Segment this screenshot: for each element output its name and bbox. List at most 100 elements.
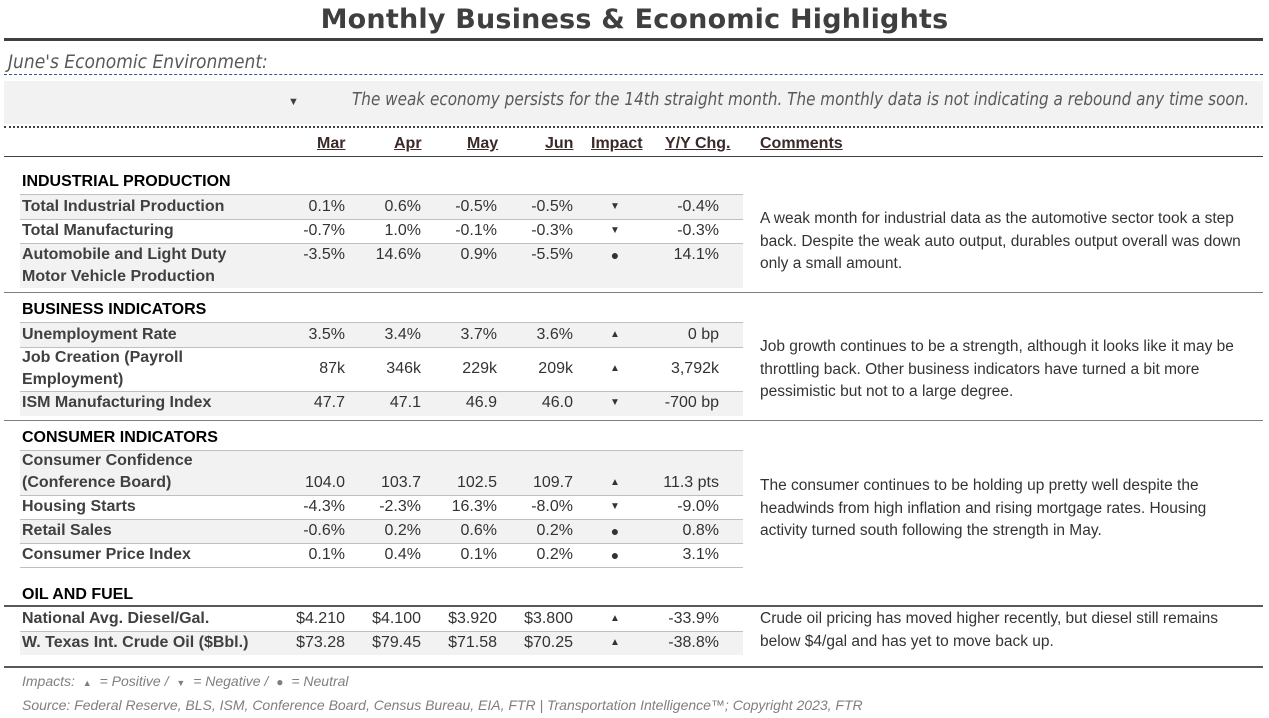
- cell-jun: -5.5%: [531, 246, 573, 263]
- row-label: Unemployment Rate: [22, 326, 177, 343]
- page-title: Monthly Business & Economic Highlights: [320, 4, 949, 35]
- cell-apr: 1.0%: [384, 222, 421, 239]
- impact-icon: ●: [610, 523, 620, 539]
- comment-industrial: A weak month for industrial data as the …: [760, 210, 1241, 272]
- cell-jun: 3.6%: [536, 326, 573, 343]
- row-divider: [20, 347, 743, 348]
- cell-may: -0.1%: [455, 222, 497, 239]
- header-impact: Impact: [591, 135, 643, 152]
- impact-icon: ▼: [610, 501, 620, 512]
- cell-may: -0.5%: [455, 198, 497, 215]
- footer-divider: [4, 666, 1263, 668]
- row-divider: [20, 322, 743, 323]
- source-note: Source: Federal Reserve, BLS, ISM, Confe…: [22, 697, 863, 713]
- comment-business: Job growth continues to be a strength, a…: [760, 338, 1234, 400]
- row-label-continued: (Conference Board): [22, 474, 172, 491]
- row-divider: [20, 391, 743, 392]
- cell-may: 0.1%: [460, 546, 497, 563]
- cell-mar: 0.1%: [308, 198, 345, 215]
- cell-mar: 47.7: [313, 394, 345, 411]
- row-label: Housing Starts: [22, 498, 136, 515]
- row-band: [20, 520, 743, 543]
- row-divider: [20, 631, 743, 632]
- row-label: Consumer Confidence: [22, 452, 193, 469]
- row-label-continued: Motor Vehicle Production: [22, 268, 215, 285]
- header-mar: Mar: [317, 135, 346, 152]
- legend-neutral: = Neutral: [291, 673, 349, 689]
- cell-yoy: -0.3%: [677, 222, 719, 239]
- report-subtitle: June's Economic Environment:: [8, 51, 268, 73]
- cell-jun: -0.3%: [531, 222, 573, 239]
- cell-apr: 14.6%: [375, 246, 421, 263]
- cell-yoy: -33.9%: [668, 610, 719, 627]
- cell-may: 46.9: [465, 394, 497, 411]
- cell-jun: 0.2%: [536, 522, 573, 539]
- row-divider: [20, 495, 743, 496]
- cell-yoy: 11.3 pts: [663, 474, 719, 491]
- impact-icon: ▼: [610, 397, 620, 408]
- cell-yoy: 14.1%: [673, 246, 719, 263]
- row-band: [20, 451, 743, 495]
- legend-positive: = Positive /: [99, 673, 169, 689]
- cell-may: $71.58: [448, 634, 497, 651]
- impact-icon: ▲: [610, 613, 620, 624]
- row-label: National Avg. Diesel/Gal.: [22, 610, 210, 627]
- cell-apr: $79.45: [372, 634, 421, 651]
- cell-mar: -0.7%: [303, 222, 345, 239]
- row-band: [20, 323, 743, 347]
- impact-icon: ▲: [610, 329, 620, 340]
- row-band: [20, 244, 743, 288]
- cell-mar: -3.5%: [303, 246, 345, 263]
- impact-icon: ●: [610, 247, 620, 263]
- section-title-industrial: INDUSTRIAL PRODUCTION: [22, 173, 231, 190]
- impacts-legend: Impacts: ▲ = Positive / ▼ = Negative / ●…: [22, 673, 349, 689]
- subtitle-divider: [4, 74, 1263, 75]
- cell-jun: 209k: [538, 360, 573, 377]
- cell-may: $3.920: [448, 610, 497, 627]
- cell-yoy: -9.0%: [677, 498, 719, 515]
- row-label: ISM Manufacturing Index: [22, 394, 212, 411]
- row-label: Total Manufacturing: [22, 222, 174, 239]
- section-divider: [4, 605, 1263, 607]
- header-rule: [4, 156, 1263, 157]
- cell-apr: 0.6%: [384, 198, 421, 215]
- cell-yoy: -38.8%: [668, 634, 719, 651]
- row-label: Total Industrial Production: [22, 198, 225, 215]
- cell-apr: 103.7: [380, 474, 421, 491]
- row-label: Consumer Price Index: [22, 546, 191, 563]
- cell-mar: -4.3%: [303, 498, 345, 515]
- row-label: Automobile and Light Duty: [22, 246, 227, 263]
- cell-apr: 346k: [386, 360, 421, 377]
- cell-apr: $4.100: [372, 610, 421, 627]
- triangle-down-icon: ▼: [176, 678, 186, 688]
- cell-may: 0.6%: [460, 522, 497, 539]
- circle-icon: ●: [276, 675, 284, 689]
- cell-jun: 46.0: [541, 394, 573, 411]
- cell-may: 3.7%: [460, 326, 497, 343]
- cell-apr: 3.4%: [384, 326, 421, 343]
- row-divider: [20, 243, 743, 244]
- cell-jun: 0.2%: [536, 546, 573, 563]
- cell-mar: 3.5%: [308, 326, 345, 343]
- cell-apr: 0.4%: [384, 546, 421, 563]
- cell-jun: -0.5%: [531, 198, 573, 215]
- comment-consumer: The consumer continues to be holding up …: [760, 477, 1207, 539]
- header-may: May: [467, 135, 499, 152]
- row-divider: [20, 194, 743, 195]
- row-band: [20, 632, 743, 655]
- row-label: Retail Sales: [22, 522, 112, 539]
- cell-apr: 0.2%: [384, 522, 421, 539]
- cell-apr: 47.1: [389, 394, 421, 411]
- summary-text: The weak economy persists for the 14th s…: [352, 90, 1250, 110]
- cell-apr: -2.3%: [379, 498, 421, 515]
- impact-icon: ●: [610, 547, 620, 563]
- row-divider: [20, 543, 743, 544]
- row-divider: [20, 519, 743, 520]
- row-label: Job Creation (Payroll: [22, 349, 183, 366]
- impact-icon: ▲: [610, 363, 620, 374]
- cell-mar: -0.6%: [303, 522, 345, 539]
- row-divider: [20, 219, 743, 220]
- legend-prefix: Impacts:: [22, 673, 75, 689]
- cell-jun: $70.25: [524, 634, 573, 651]
- cell-jun: -8.0%: [531, 498, 573, 515]
